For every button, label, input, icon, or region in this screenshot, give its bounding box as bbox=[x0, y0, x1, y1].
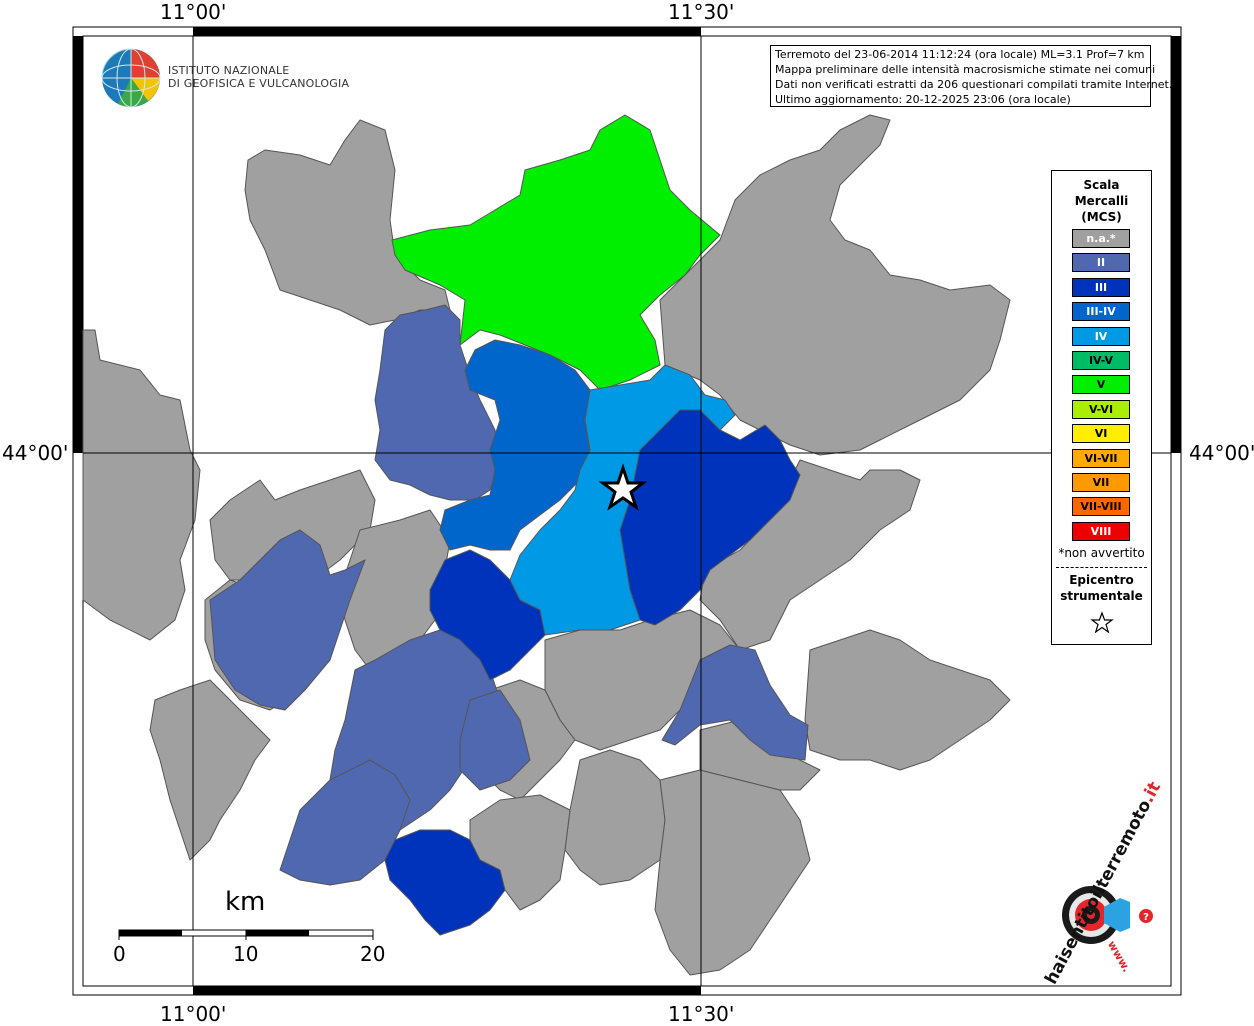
legend-swatch: V bbox=[1072, 375, 1130, 395]
event-info-line-4: Ultimo aggiornamento: 20-12-2025 23:06 (… bbox=[775, 93, 1071, 106]
legend-swatch: VI-VII bbox=[1072, 448, 1130, 468]
lat-label-left: 44°00' bbox=[2, 441, 69, 465]
municipality-iii bbox=[384, 829, 506, 936]
municipality-iii bbox=[429, 549, 551, 681]
frame-bar-right bbox=[1171, 36, 1181, 453]
municipality-na bbox=[149, 679, 271, 861]
scale-tick-0: 0 bbox=[113, 942, 126, 966]
legend-title-line-2: Mercalli bbox=[1074, 194, 1129, 208]
municipalities bbox=[82, 114, 1011, 976]
legend-swatch: VII bbox=[1072, 473, 1130, 492]
legend-star-icon bbox=[1090, 611, 1114, 634]
legend-swatch: VIII bbox=[1072, 521, 1130, 541]
institute-name: ISTITUTO NAZIONALE DI GEOFISICA E VULCAN… bbox=[168, 64, 349, 90]
institute-line-2: DI GEOFISICA E VULCANOLOGIA bbox=[168, 77, 350, 90]
legend-epicentre-label: Epicentro strumentale bbox=[1052, 572, 1151, 604]
lon-label-bottom-right: 11°30' bbox=[668, 1002, 735, 1026]
legend-epicentre-line-1: Epicentro bbox=[1069, 573, 1134, 587]
legend-epicentre-line-2: strumentale bbox=[1060, 589, 1143, 603]
coordinate-grid bbox=[83, 36, 1171, 986]
lon-label-top-right: 11°30' bbox=[668, 0, 735, 24]
ingv-logo-icon bbox=[101, 48, 161, 108]
epicentre-star bbox=[598, 463, 648, 511]
event-info-box: Terremoto del 23-06-2014 11:12:24 (ora l… bbox=[770, 45, 1173, 107]
municipality-ii bbox=[374, 304, 501, 501]
municipality-na bbox=[82, 329, 201, 641]
legend-title-line-1: Scala bbox=[1083, 178, 1120, 192]
event-info-line-3: Dati non verificati estratti da 206 ques… bbox=[775, 78, 1173, 91]
municipality-na bbox=[804, 629, 1011, 771]
municipality-na bbox=[699, 459, 921, 651]
legend-swatch: n.a.* bbox=[1072, 229, 1130, 248]
legend-swatch: III-IV bbox=[1072, 302, 1130, 322]
legend-swatch: VI bbox=[1072, 424, 1130, 444]
scale-tick-10: 10 bbox=[233, 942, 259, 966]
municipality-ii bbox=[459, 689, 531, 791]
frame-bar-bottom bbox=[193, 986, 701, 995]
legend-note: *non avvertito bbox=[1058, 546, 1145, 560]
lon-label-top-left: 11°00' bbox=[160, 0, 227, 24]
institute-line-1: ISTITUTO NAZIONALE bbox=[168, 64, 290, 77]
scale-tick-20: 20 bbox=[360, 942, 386, 966]
municipality-na bbox=[339, 509, 451, 671]
legend-swatch: VII-VIII bbox=[1072, 497, 1130, 517]
municipality-v bbox=[391, 114, 721, 391]
haisentito-logo-icon: ? bbox=[1062, 886, 1153, 944]
lon-label-bottom-left: 11°00' bbox=[160, 1002, 227, 1026]
legend-swatch: II bbox=[1072, 253, 1130, 273]
svg-text:?: ? bbox=[1143, 912, 1149, 923]
frame-bar-left bbox=[73, 36, 83, 453]
municipality-ii bbox=[661, 644, 809, 761]
scale-bar bbox=[118, 929, 374, 940]
event-info-line-1: Terremoto del 23-06-2014 11:12:24 (ora l… bbox=[775, 48, 1145, 61]
municipality-iii-iv bbox=[439, 339, 591, 551]
lat-label-right: 44°00' bbox=[1189, 441, 1254, 465]
legend-swatch: III bbox=[1072, 277, 1130, 297]
municipality-ii bbox=[209, 529, 366, 711]
legend-title: Scala Mercalli (MCS) bbox=[1052, 177, 1151, 225]
municipality-na bbox=[244, 119, 451, 326]
legend-swatch: IV-V bbox=[1072, 351, 1130, 370]
event-info-line-2: Mappa preliminare delle intensità macros… bbox=[775, 63, 1156, 76]
scale-unit: km bbox=[225, 887, 266, 917]
municipality-na bbox=[564, 749, 666, 886]
frame-bar-top bbox=[193, 27, 701, 36]
legend-swatch: V-VI bbox=[1072, 399, 1130, 419]
legend-divider bbox=[1056, 567, 1147, 568]
legend-title-line-3: (MCS) bbox=[1081, 210, 1122, 224]
intensity-legend: Scala Mercalli (MCS) n.a.* II III III-IV IV I… bbox=[1051, 170, 1152, 645]
legend-swatch: IV bbox=[1072, 326, 1130, 346]
